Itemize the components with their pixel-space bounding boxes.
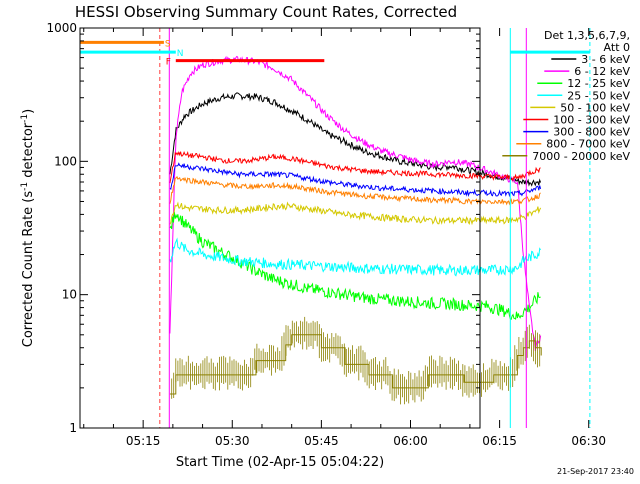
y-label-sup-1: -1	[20, 182, 30, 191]
x-tick-label-4: 06:15	[482, 434, 517, 448]
flag-label-2: F	[166, 58, 171, 68]
series-line-3	[169, 237, 541, 277]
plot-area: SNF 05:15 05:30 05:45 06:00 06:15 06:30 1 10 100…	[46, 21, 606, 448]
x-tick-label-5: 06:30	[571, 434, 606, 448]
y-label-sup-2: -1	[20, 114, 30, 123]
series-layer	[169, 55, 542, 405]
x-tick-label-3: 06:00	[393, 434, 428, 448]
series-line-6	[169, 162, 542, 198]
y-tick-label-0: 1	[69, 421, 77, 435]
series-line-4	[169, 201, 542, 226]
series-2	[169, 211, 541, 321]
x-tick-label-0: 05:15	[126, 434, 161, 448]
legend-label-3: 25 - 50 keV	[567, 89, 630, 102]
legend-header-line-2: Att 0	[604, 41, 630, 54]
legend-label-7: 800 - 7000 keV	[546, 138, 630, 151]
series-8	[169, 316, 542, 405]
y-tick-label-1: 10	[62, 288, 77, 302]
y-tick-label-3: 1000	[46, 21, 77, 35]
flag-label-1: N	[177, 49, 184, 59]
legend-label-5: 100 - 300 keV	[553, 114, 630, 127]
legend-header-line-1: Det 1,3,5,6,7,9,	[544, 29, 630, 42]
series-4	[169, 201, 542, 226]
chart-title: HESSI Observing Summary Count Rates, Cor…	[75, 3, 457, 21]
legend-label-8: 7000 - 20000 keV	[532, 150, 630, 163]
series-7	[169, 175, 541, 206]
tick-layer: 05:15 05:30 05:45 06:00 06:15 06:30 1 10 100 1000	[46, 21, 606, 448]
series-5	[169, 150, 541, 184]
flag-label-0: S	[165, 39, 171, 49]
series-line-7	[169, 175, 541, 206]
series-6	[169, 162, 542, 198]
legend-label-2: 12 - 25 keV	[567, 77, 630, 90]
y-label-part-1: Corrected Count Rate (s	[21, 191, 36, 348]
legend-label-1: 6 - 12 keV	[574, 65, 630, 78]
series-3	[169, 237, 541, 277]
x-tick-label-2: 05:45	[304, 434, 339, 448]
x-tick-label-1: 05:30	[215, 434, 250, 448]
legend-label-0: 3 - 6 keV	[581, 53, 630, 66]
y-tick-label-2: 100	[54, 154, 77, 168]
marker-layer: SNF	[79, 28, 591, 428]
legend-label-4: 50 - 100 keV	[560, 101, 630, 114]
y-axis-label: Corrected Count Rate (s-1 detector-1)	[20, 109, 36, 347]
series-line-2	[169, 211, 541, 321]
series-line-5	[169, 150, 541, 184]
x-axis-label: Start Time (02-Apr-15 05:04:22)	[176, 455, 384, 470]
y-label-part-3: )	[21, 109, 36, 114]
y-label-part-2: detector	[21, 122, 36, 182]
series-line-8	[169, 334, 542, 395]
legend-label-6: 300 - 800 keV	[553, 126, 630, 139]
plot-frame	[79, 27, 481, 429]
footer-timestamp: 21-Sep-2017 23:40	[557, 467, 634, 476]
